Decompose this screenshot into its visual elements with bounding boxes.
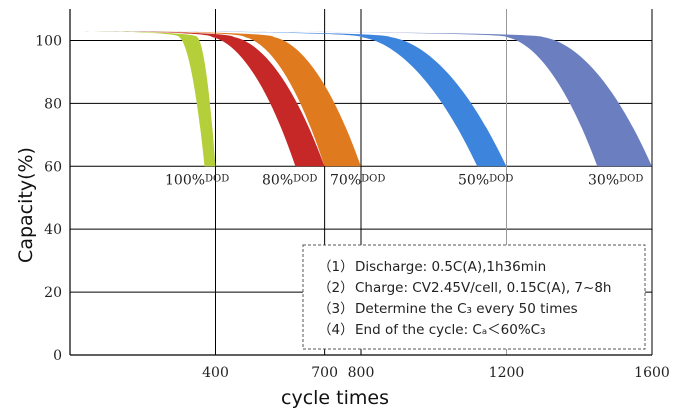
dod-label: 70%DOD [330,172,385,188]
note-text: End of the cycle: Cₐ＜60%C₃ [355,322,545,338]
y-tick-label: 60 [44,159,62,175]
note-number: （3） [318,301,354,317]
note-number: （4） [318,322,354,338]
dod-band-70 [70,31,361,167]
y-tick-label: 80 [44,96,62,112]
axes [69,9,652,356]
tick-labels: 0 20 40 60 80 100 400 700 800 1200 1600 [35,33,670,381]
note-number: （1） [318,259,354,275]
y-tick-label: 100 [35,33,62,49]
dod-bands [70,31,652,167]
dod-labels: 100%DOD 80%DOD 70%DOD 50%DOD 30%DOD [165,172,643,188]
x-axis-title: cycle times [281,387,389,409]
x-tick-label: 1200 [489,365,525,381]
dod-band-80 [70,31,325,167]
test-conditions-box: （1） Discharge: 0.5C(A),1h36min（2） Charge: … [302,244,646,350]
note-text: Determine the C₃ every 50 times [355,301,578,317]
y-tick-label: 40 [44,222,62,238]
dod-band-30 [70,31,652,167]
dod-label: 100%DOD [165,172,229,188]
x-tick-label: 1600 [634,365,670,381]
dod-label: 50%DOD [458,172,513,188]
note-text: Charge: CV2.45V/cell, 0.15C(A), 7~8h [355,280,611,296]
x-tick-label: 700 [311,365,338,381]
y-tick-label: 20 [44,285,62,301]
dod-band-100 [70,31,216,167]
dod-label: 30%DOD [588,172,643,188]
notes-border [302,244,646,350]
y-tick-label: 0 [53,348,62,364]
x-tick-label: 400 [202,365,229,381]
y-axis-title: Capacity(%) [15,147,37,263]
x-tick-label: 800 [348,365,375,381]
note-text: Discharge: 0.5C(A),1h36min [355,259,546,275]
note-number: （2） [318,280,354,296]
grid [70,9,653,355]
dod-label: 80%DOD [262,172,317,188]
